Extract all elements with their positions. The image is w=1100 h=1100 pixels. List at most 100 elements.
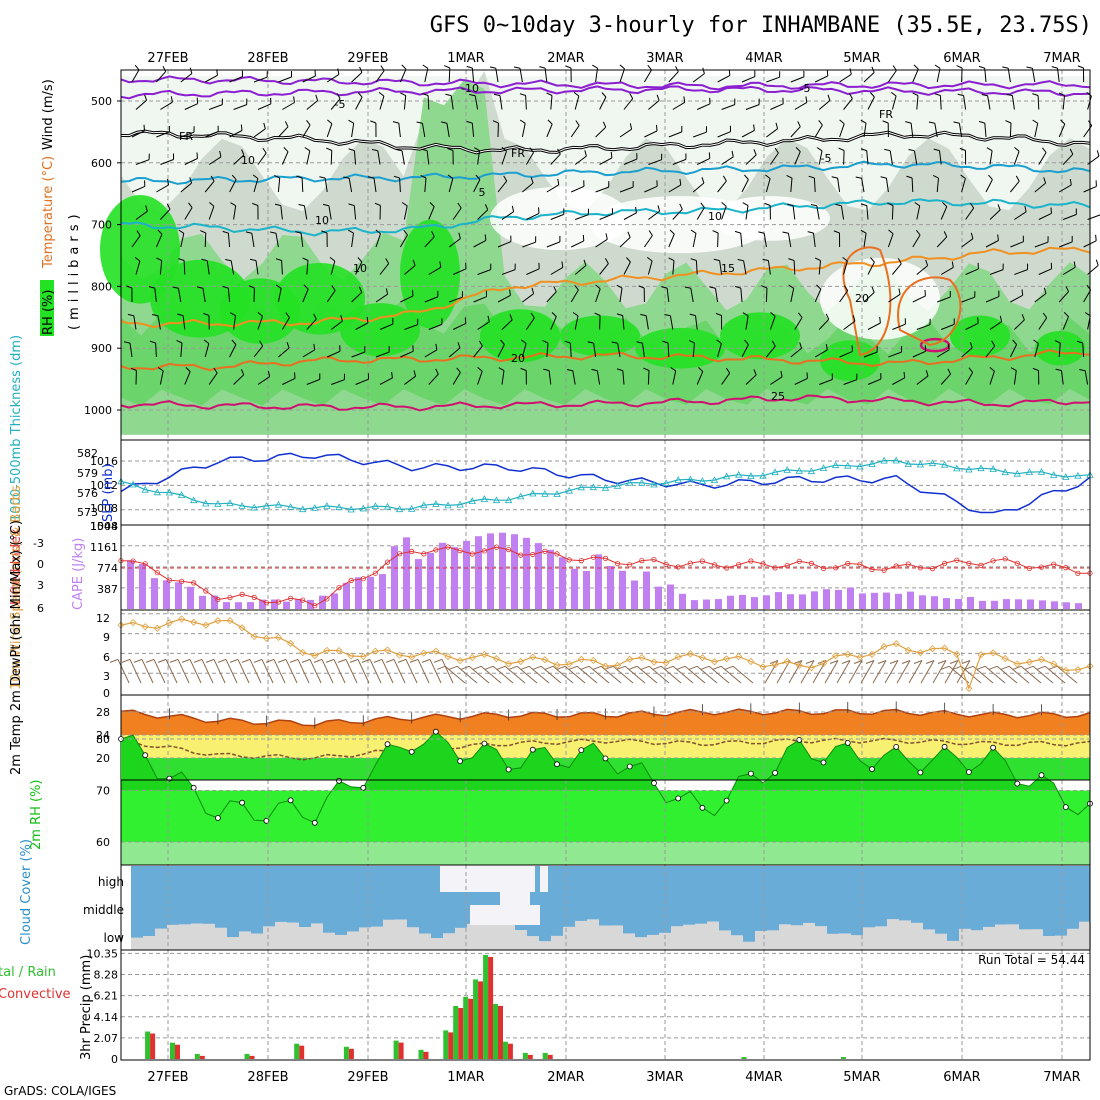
rh-2m-marker [869, 766, 875, 773]
wind-barb-flag [771, 340, 776, 347]
wind-barb [622, 315, 625, 330]
wind-barb-flag [557, 178, 560, 185]
surface-wind-barb-flag [688, 665, 698, 670]
wind-barb [668, 233, 675, 248]
li-marker [748, 558, 754, 564]
wind-barb [818, 150, 823, 165]
cloud-low-block [491, 924, 503, 950]
wind-barb-flag [396, 149, 403, 152]
cloud-low-block [215, 927, 227, 950]
surface-wind-barb [932, 660, 947, 684]
date-label-bottom: 1MAR [447, 1070, 484, 1085]
cape-bar [943, 598, 950, 609]
thickness-marker [480, 495, 489, 502]
surface-wind-barb [564, 665, 586, 684]
precip-bar-total [502, 1041, 508, 1059]
bottom-date-axis: 27FEB 28FEB 29FEB 1MAR 2MAR 3MAR 4MAR 5MAR 6MAR 7… [147, 1070, 1080, 1085]
thickness-marker [1062, 473, 1070, 480]
rh-2m-marker [505, 766, 512, 773]
li-marker [469, 551, 475, 557]
cloud-high-clear [540, 866, 548, 892]
surface-wind-barb-flag [397, 658, 407, 663]
wind-barb [233, 205, 237, 220]
wind-barb-flag [572, 312, 579, 317]
thickness-marker [783, 466, 791, 473]
wind-barb-flag [456, 367, 461, 373]
wind-barb [936, 178, 939, 193]
freezing-level-contour-inner [120, 130, 1091, 154]
wind-barb-flag [209, 202, 215, 207]
surface-wind-barb [417, 659, 430, 684]
precip-bar-total [194, 1053, 200, 1059]
wind-barb-flag [679, 203, 683, 210]
wind-speed-marker [832, 652, 840, 660]
wind-barb-flag [295, 231, 302, 234]
wind-barb-flag [385, 288, 389, 295]
wind-barb-flag [734, 230, 741, 234]
wind-barb-flag [916, 229, 921, 236]
wind-barb [497, 241, 512, 248]
wind-barb-flag [991, 340, 996, 347]
wind-barb [965, 322, 979, 330]
wind-barb [741, 76, 756, 83]
surface-wind-barb-flag [205, 658, 215, 663]
wind-barb [1010, 180, 1020, 193]
wind-barb-flag [551, 312, 557, 317]
surface-wind-barb [576, 665, 598, 684]
wind-barb [717, 232, 719, 248]
precip-tick-label: 6.21 [94, 990, 119, 1003]
wind-barb-flag [787, 203, 794, 207]
wind-barb-flag [400, 92, 406, 97]
cape-tick-label: 1548 [90, 520, 118, 533]
wind-barb-flag [591, 368, 598, 372]
wind-barb [1034, 293, 1047, 303]
rh-2m-marker [287, 797, 294, 804]
wind-barb-flag [274, 174, 280, 179]
wind-speed-marker [577, 655, 585, 663]
wind-barb-flag [799, 342, 803, 349]
precip-bar-total [393, 1040, 399, 1059]
cape-bar [235, 602, 242, 609]
wind-barb-flag [445, 93, 452, 97]
wind-barb-flag [670, 367, 676, 372]
wind-barb [696, 207, 705, 220]
wind-barb-flag [1095, 234, 1097, 241]
cape-bar [883, 592, 890, 609]
wind-barb-flag [903, 371, 906, 378]
wind-barb [546, 184, 560, 193]
li-marker [360, 576, 366, 582]
wind-barb-flag [764, 202, 771, 206]
wind-barb-flag [810, 204, 817, 207]
wind-barb [813, 233, 816, 248]
wind-barb [965, 372, 974, 385]
wind-barb-flag [331, 285, 336, 291]
wind-barb [404, 324, 418, 330]
wind-barb-flag [592, 64, 598, 69]
wind-barb-flag [447, 147, 454, 151]
wind-barb-flag [252, 202, 259, 206]
wind-barb [961, 347, 973, 358]
wind-barb-flag [313, 313, 317, 320]
wind-barb [593, 343, 597, 358]
wind-barb-flag [478, 340, 483, 347]
wind-barb-flag [538, 207, 540, 214]
wind-barb [400, 295, 414, 303]
wind-barb-flag [1042, 147, 1047, 153]
wind-barb [471, 123, 475, 138]
wind-barb [522, 182, 534, 193]
wind-barb-flag [203, 312, 210, 316]
surface-wind-barb-flag [157, 658, 167, 663]
wind-barb [497, 180, 508, 193]
cape-bar [307, 599, 314, 609]
cape-bar [787, 594, 794, 609]
rh-2m-marker [651, 780, 657, 786]
wind-speed-line [117, 615, 1094, 692]
wind-barb-flag [947, 368, 952, 375]
precip-bar-total [542, 1052, 548, 1059]
date-label-bottom: 27FEB [147, 1070, 188, 1085]
wind-barb-flag [126, 285, 133, 289]
wind-speed-marker [589, 656, 597, 664]
